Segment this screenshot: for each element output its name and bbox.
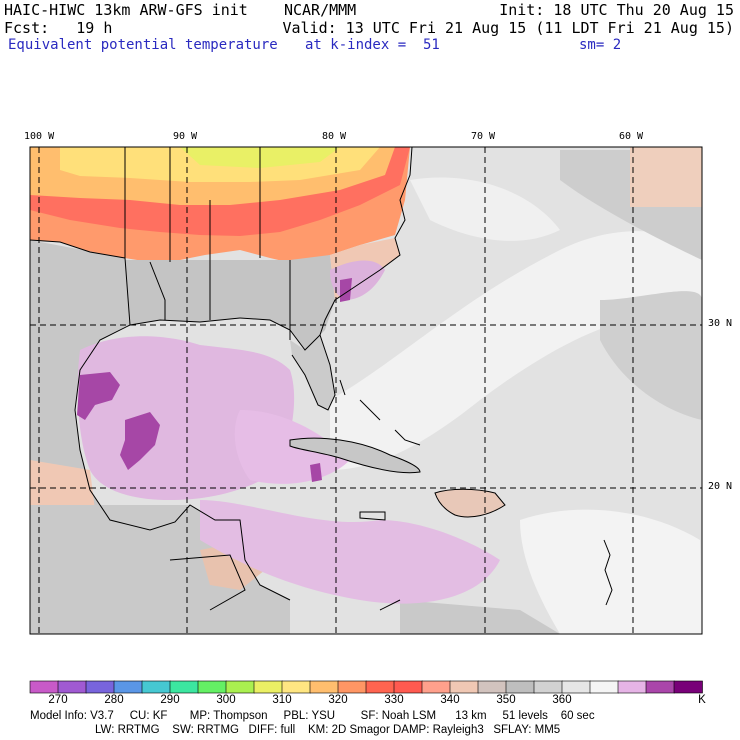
colorbar-swatch xyxy=(169,680,199,694)
atlantic-grey-east xyxy=(600,291,702,420)
colorbar-tick-label: 350 xyxy=(496,694,516,706)
colorbar-swatch xyxy=(29,680,59,694)
colorbar-swatch xyxy=(505,680,535,694)
lat-label-30n: 30 N xyxy=(708,318,733,329)
colorbar-tick-label: 340 xyxy=(440,694,460,706)
colorbar-swatch xyxy=(393,680,423,694)
colorbar-swatch xyxy=(673,680,703,694)
colorbar-swatch xyxy=(85,680,115,694)
land-southeast-us xyxy=(120,255,335,350)
colorbar-swatch xyxy=(533,680,563,694)
colorbar-tick-label: 290 xyxy=(160,694,180,706)
colorbar-swatch xyxy=(337,680,367,694)
map-frame xyxy=(29,146,703,635)
cuba-purple-spot xyxy=(310,463,322,482)
colorbar-swatch xyxy=(617,680,647,694)
forecast-hour: Fcst: 19 h xyxy=(4,19,113,37)
lat-lon-grid xyxy=(30,147,702,634)
colorbar-swatch xyxy=(281,680,311,694)
gulf-purple-patch xyxy=(120,412,160,470)
lat-label-20n: 20 N xyxy=(708,481,733,492)
ocean-light-band xyxy=(330,231,702,470)
caribbean-east-light xyxy=(520,509,702,634)
colorbar-tick-label: 320 xyxy=(328,694,348,706)
colorbar-tick-label: 330 xyxy=(384,694,404,706)
land-south-america xyxy=(400,600,560,634)
colorbar-swatch xyxy=(645,680,675,694)
init-time: Init: 18 UTC Thu 20 Aug 15 xyxy=(499,1,734,19)
coastlines-borders xyxy=(30,147,702,611)
colorbar-swatch xyxy=(449,680,479,694)
colorbar-swatch xyxy=(253,680,283,694)
lon-label-90w: 90 W xyxy=(173,131,198,142)
colorbar-swatch xyxy=(113,680,143,694)
lon-label-100w: 100 W xyxy=(24,131,55,142)
colorbar-swatch xyxy=(421,680,451,694)
colorbar-tick-label: 310 xyxy=(272,694,292,706)
field-name: Equivalent potential temperature xyxy=(8,37,278,53)
texas-coast-purple xyxy=(77,372,120,420)
colorbar-swatch xyxy=(197,680,227,694)
lon-label-60w: 60 W xyxy=(619,131,644,142)
colorbar-tick-label: 360 xyxy=(552,694,572,706)
colorbar xyxy=(29,680,703,694)
colorbar-swatch xyxy=(561,680,591,694)
colorbar-swatch xyxy=(141,680,171,694)
level-index: at k-index = 51 xyxy=(305,37,440,53)
land-florida xyxy=(290,335,335,410)
florida-atlantic-purple xyxy=(340,278,352,302)
model-title: HAIC-HIWC 13km ARW-GFS init NCAR/MMM xyxy=(4,1,357,19)
colorbar-tick-label: 300 xyxy=(216,694,236,706)
lon-label-80w: 80 W xyxy=(322,131,347,142)
land-hispaniola xyxy=(435,489,505,517)
colorbar-swatch xyxy=(309,680,339,694)
atlantic-salmon-corner xyxy=(630,147,702,207)
colorbar-swatch xyxy=(589,680,619,694)
model-info-line1: Model Info: V3.7 CU: KF MP: Thompson PBL… xyxy=(30,710,595,722)
smoothing-value: sm= 2 xyxy=(579,37,622,53)
colorbar-tick-label: 270 xyxy=(48,694,68,706)
colorbar-swatch xyxy=(225,680,255,694)
lon-label-70w: 70 W xyxy=(471,131,496,142)
land-texas-mexico xyxy=(30,240,190,530)
model-info-line2: LW: RRTMG SW: RRTMG DIFF: full KM: 2D Sm… xyxy=(95,724,561,736)
colorbar-swatch xyxy=(365,680,395,694)
land-cuba xyxy=(290,438,420,473)
colorbar-tick-label: 280 xyxy=(104,694,124,706)
colorbar-unit: K xyxy=(698,694,706,706)
caribbean-lavender xyxy=(200,500,500,604)
colorbar-swatch xyxy=(477,680,507,694)
colorbar-swatch xyxy=(57,680,87,694)
valid-time: Valid: 13 UTC Fri 21 Aug 15 (11 LDT Fri … xyxy=(282,19,734,37)
